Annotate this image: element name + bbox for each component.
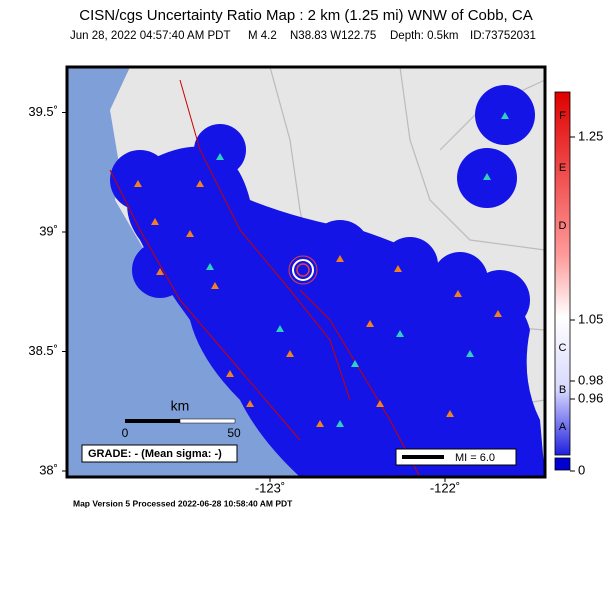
ocean (67, 67, 330, 477)
map-frame (65, 65, 547, 479)
lon-tick-label: -122˚ (430, 480, 460, 495)
map-title: CISN/cgs Uncertainty Ratio Map : 2 km (1… (79, 7, 532, 24)
station-coverage (110, 85, 545, 477)
color-bar-tick-label: 0.98 (578, 372, 603, 387)
event-time: Jun 28, 2022 04:57:40 AM PDT (70, 30, 230, 42)
event-info: Jun 28, 2022 04:57:40 AM PDT M 4.2 N38.8… (70, 30, 536, 42)
legend-label: MI = 6.0 (455, 452, 495, 464)
event-location: N38.83 W122.75 (290, 30, 376, 42)
lat-tick-label: 38.5˚ (28, 343, 58, 358)
event-magnitude: M 4.2 (248, 30, 277, 42)
grade-letter: A (559, 421, 567, 433)
legend-box (395, 448, 517, 466)
color-bar-tick-label: 0 (578, 462, 585, 477)
lon-tick-label: -123˚ (255, 480, 285, 495)
lat-tick-label: 39.5˚ (28, 104, 58, 119)
event-depth: Depth: 0.5km (390, 30, 458, 42)
legend-line (402, 455, 444, 459)
color-bar-labels: F E D C B A 1.25 1.05 0.98 0.96 0 (559, 110, 604, 478)
grade-letter: F (559, 110, 566, 122)
scale-unit: km (171, 398, 190, 414)
scale-start: 0 (122, 426, 129, 440)
grade-letter: D (559, 220, 567, 232)
color-bar-tick-label: 1.25 (578, 128, 603, 143)
grade-text: GRADE: - (Mean sigma: -) (88, 448, 222, 460)
lat-tick-label: 38˚ (39, 462, 58, 477)
scale-bar: km 0 50 (122, 398, 241, 440)
grade-letter: B (559, 384, 566, 396)
lat-tick-label: 39˚ (39, 223, 58, 238)
faults (109, 79, 421, 477)
axes: 39.5˚ 39˚ 38.5˚ 38˚ -123˚ -122˚ (28, 104, 460, 496)
epicenter (288, 255, 318, 285)
color-bar (554, 91, 571, 471)
grade-letter: C (559, 342, 567, 354)
scale-end: 50 (227, 426, 241, 440)
grade-letter: E (559, 162, 566, 174)
footer: Map Version 5 Processed 2022-06-28 10:58… (73, 498, 293, 508)
event-id: ID:73752031 (470, 30, 536, 42)
grade-box (81, 444, 238, 463)
color-bar-tick-label: 0.96 (578, 390, 603, 405)
color-bar-tick-label: 1.05 (578, 311, 603, 326)
map-area (67, 67, 545, 477)
